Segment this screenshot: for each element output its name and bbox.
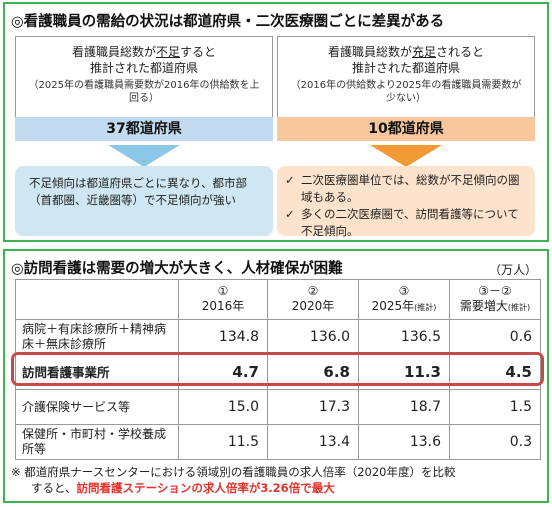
value-cell: 15.0 xyxy=(178,389,268,425)
table-row-highlighted: 訪問看護事業所 4.7 6.8 11.3 4.5 xyxy=(15,354,541,390)
row-label: 介護保険サービス等 xyxy=(15,389,179,425)
value-cell: 0.6 xyxy=(449,319,541,355)
value-cell: 13.6 xyxy=(358,424,450,460)
sufficiency-header: 看護職員総数が充足されると 推計された都道府県 （2016年の供給数より2025… xyxy=(277,36,535,118)
value-cell: 6.8 xyxy=(267,354,359,390)
footnote-emphasis: 訪問看護ステーションの求人倍率が3.26倍で最大 xyxy=(76,481,335,495)
checkmark-icon: ✓ xyxy=(285,207,295,221)
table-header-row: ① 2016年 ② 2020年 ③ 2025年(推計) ③－② 需要増大(推計) xyxy=(15,279,541,320)
column-header: ③ 2025年(推計) xyxy=(358,279,450,320)
value-cell: 17.3 xyxy=(267,389,359,425)
unit-label: （万人） xyxy=(488,263,537,277)
value-cell: 136.0 xyxy=(267,319,359,355)
table-row: 保健所・市町村・学校養成所等 11.5 13.4 13.6 0.3 xyxy=(15,424,541,460)
sufficiency-heading-line1: 看護職員総数が充足されると xyxy=(327,45,485,59)
value-cell: 11.3 xyxy=(358,354,450,390)
value-cell: 4.5 xyxy=(449,354,541,390)
column-header: ① 2016年 xyxy=(178,279,268,320)
arrow-down-icon xyxy=(108,145,180,167)
sufficiency-count: 10都道府県 xyxy=(277,117,535,141)
value-cell: 11.5 xyxy=(178,424,268,460)
sufficiency-criteria-note: （2016年の供給数より2025年の看護職員需要数が少ない） xyxy=(290,80,522,104)
value-cell: 134.8 xyxy=(178,319,268,355)
value-cell: 18.7 xyxy=(358,389,450,425)
footnote-line1: ※ 都道府県ナースセンターにおける領域別の看護職員の求人倍率（2020年度）を比… xyxy=(11,465,456,479)
shortage-header: 看護職員総数が不足すると 推計された都道府県 （2025年の看護職員需要数が20… xyxy=(15,36,273,118)
footnote: ※ 都道府県ナースセンターにおける領域別の看護職員の求人倍率（2020年度）を比… xyxy=(11,464,543,496)
corner-cell xyxy=(15,279,179,320)
detail-bullet: ✓ 多くの二次医療圏で、訪問看護等について不足傾向。 xyxy=(285,207,519,238)
supply-panel: ◎看護職員の需給の状況は都道府県・二次医療圏ごとに差異がある 看護職員総数が不足… xyxy=(3,2,549,242)
workforce-table: ① 2016年 ② 2020年 ③ 2025年(推計) ③－② 需要増大(推計) 病院＋… xyxy=(15,279,541,460)
shortage-criteria-note: （2025年の看護職員需要数が2016年の供給数を上回る） xyxy=(28,80,260,104)
table-row: 病院＋有床診療所＋精神病床＋無床診療所 134.8 136.0 136.5 0.… xyxy=(15,319,541,355)
row-label: 訪問看護事業所 xyxy=(15,354,179,390)
value-cell: 4.7 xyxy=(178,354,268,390)
column-header: ② 2020年 xyxy=(267,279,359,320)
value-cell: 0.3 xyxy=(449,424,541,460)
row-label: 保健所・市町村・学校養成所等 xyxy=(15,424,179,460)
visiting-nursing-panel: ◎訪問看護は需要の増大が大きく、人材確保が困難 （万人） ① 2016年 ② 202… xyxy=(3,249,549,503)
table-row: 介護保険サービス等 15.0 17.3 18.7 1.5 xyxy=(15,389,541,425)
row-label: 病院＋有床診療所＋精神病床＋無床診療所 xyxy=(15,319,179,355)
supply-title: ◎看護職員の需給の状況は都道府県・二次医療圏ごとに差異がある xyxy=(11,14,445,30)
shortage-detail: 不足傾向は都道府県ごとに異なり、都市部（首都圏、近畿圏等）で不足傾向が強い xyxy=(15,166,273,236)
shortage-heading-line1: 看護職員総数が不足すると xyxy=(71,45,217,59)
checkmark-icon: ✓ xyxy=(285,173,295,187)
value-cell: 136.5 xyxy=(358,319,450,355)
visiting-title: ◎訪問看護は需要の増大が大きく、人材確保が困難 xyxy=(11,261,343,277)
shortage-count: 37都道府県 xyxy=(15,117,273,141)
sufficiency-detail: ✓ 二次医療圏単位では、総数が不足傾向の圏域もある。 ✓ 多くの二次医療圏で、訪問看… xyxy=(277,166,535,238)
footnote-line2: すると、訪問看護ステーションの求人倍率が3.26倍で最大 xyxy=(31,481,335,495)
detail-bullet: ✓ 二次医療圏単位では、総数が不足傾向の圏域もある。 xyxy=(285,173,520,204)
sufficiency-heading-line2: 推計された都道府県 xyxy=(351,61,460,75)
value-cell: 1.5 xyxy=(449,389,541,425)
value-cell: 13.4 xyxy=(267,424,359,460)
shortage-heading-line2: 推計された都道府県 xyxy=(89,61,198,75)
arrow-down-icon xyxy=(370,145,442,167)
column-header: ③－② 需要増大(推計) xyxy=(449,279,541,320)
